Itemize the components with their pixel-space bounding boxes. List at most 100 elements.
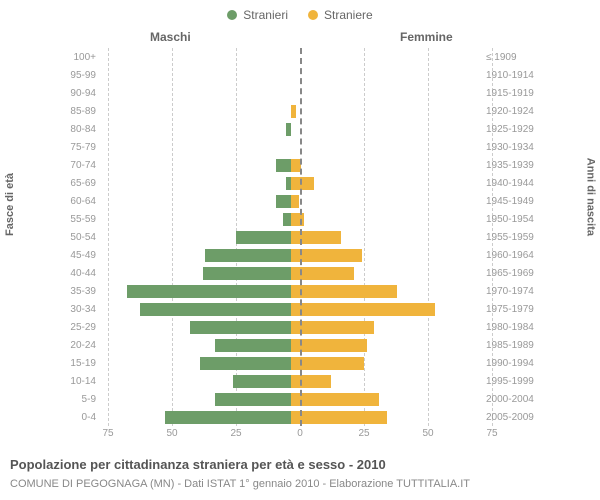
bar-left-cell (102, 264, 291, 282)
legend-item-male: Stranieri (227, 8, 288, 22)
bar-right-cell (291, 390, 480, 408)
birth-year-label: 1970-1974 (480, 286, 540, 297)
bar-left-cell (102, 408, 291, 426)
birth-year-label: 1910-1914 (480, 70, 540, 81)
birth-year-label: 1945-1949 (480, 196, 540, 207)
legend-label-female: Straniere (324, 8, 373, 22)
bar-zone (102, 174, 480, 192)
bar-right-cell (291, 408, 480, 426)
bar-female (291, 375, 331, 388)
birth-year-label: 1950-1954 (480, 214, 540, 225)
birth-year-label: 1980-1984 (480, 322, 540, 333)
bar-female (291, 105, 296, 118)
bar-right-cell (291, 354, 480, 372)
bar-right-cell (291, 102, 480, 120)
age-label: 30-34 (60, 304, 102, 315)
column-header-male: Maschi (150, 30, 191, 44)
bar-right-cell (291, 210, 480, 228)
birth-year-label: 1975-1979 (480, 304, 540, 315)
age-label: 100+ (60, 52, 102, 63)
chart-area: 100+≤ 190995-991910-191490-941915-191985… (60, 48, 540, 426)
bar-zone (102, 120, 480, 138)
bar-left-cell (102, 174, 291, 192)
bar-female (291, 339, 367, 352)
birth-year-label: 1935-1939 (480, 160, 540, 171)
bar-left-cell (102, 48, 291, 66)
bar-right-cell (291, 120, 480, 138)
bar-male (140, 303, 291, 316)
bar-left-cell (102, 138, 291, 156)
age-label: 0-4 (60, 412, 102, 423)
bar-zone (102, 210, 480, 228)
bar-right-cell (291, 48, 480, 66)
age-label: 90-94 (60, 88, 102, 99)
bar-right-cell (291, 156, 480, 174)
bar-left-cell (102, 246, 291, 264)
bar-right-cell (291, 246, 480, 264)
legend: Stranieri Straniere (0, 0, 600, 22)
center-axis-line (300, 48, 302, 426)
birth-year-label: 1930-1934 (480, 142, 540, 153)
birth-year-label: 1955-1959 (480, 232, 540, 243)
age-label: 25-29 (60, 322, 102, 333)
bar-right-cell (291, 228, 480, 246)
bar-male (233, 375, 291, 388)
bar-male (236, 231, 291, 244)
column-header-female: Femmine (400, 30, 453, 44)
bar-right-cell (291, 318, 480, 336)
age-label: 35-39 (60, 286, 102, 297)
chart-subtitle: COMUNE DI PEGOGNAGA (MN) - Dati ISTAT 1°… (10, 478, 470, 490)
x-tick-label: 25 (230, 428, 241, 439)
bar-right-cell (291, 84, 480, 102)
bar-left-cell (102, 102, 291, 120)
age-label: 45-49 (60, 250, 102, 261)
bar-female (291, 177, 314, 190)
age-label: 65-69 (60, 178, 102, 189)
birth-year-label: 1985-1989 (480, 340, 540, 351)
bar-zone (102, 246, 480, 264)
x-axis-ticks: 7550250255075 (108, 428, 492, 442)
bar-right-cell (291, 372, 480, 390)
bar-right-cell (291, 264, 480, 282)
legend-dot-male (227, 10, 237, 20)
y-axis-title-left: Fasce di età (4, 173, 16, 236)
age-label: 75-79 (60, 142, 102, 153)
bar-male (283, 213, 291, 226)
bar-left-cell (102, 66, 291, 84)
birth-year-label: 1995-1999 (480, 376, 540, 387)
bar-zone (102, 336, 480, 354)
bar-zone (102, 138, 480, 156)
bar-zone (102, 228, 480, 246)
bar-female (291, 411, 387, 424)
birth-year-label: 2005-2009 (480, 412, 540, 423)
bar-zone (102, 192, 480, 210)
x-tick-label: 50 (166, 428, 177, 439)
age-label: 40-44 (60, 268, 102, 279)
bar-right-cell (291, 336, 480, 354)
bar-male (127, 285, 291, 298)
y-axis-title-right: Anni di nascita (584, 158, 596, 236)
bar-right-cell (291, 282, 480, 300)
bar-left-cell (102, 84, 291, 102)
chart-title: Popolazione per cittadinanza straniera p… (10, 457, 386, 472)
legend-dot-female (308, 10, 318, 20)
age-label: 50-54 (60, 232, 102, 243)
x-tick-label: 25 (358, 428, 369, 439)
bar-zone (102, 354, 480, 372)
bar-zone (102, 264, 480, 282)
age-label: 10-14 (60, 376, 102, 387)
age-label: 5-9 (60, 394, 102, 405)
birth-year-label: 1920-1924 (480, 106, 540, 117)
bar-left-cell (102, 282, 291, 300)
bar-zone (102, 300, 480, 318)
birth-year-label: ≤ 1909 (480, 52, 540, 63)
age-label: 55-59 (60, 214, 102, 225)
x-tick-label: 0 (297, 428, 303, 439)
bar-left-cell (102, 390, 291, 408)
bar-female (291, 231, 341, 244)
bar-zone (102, 66, 480, 84)
bar-right-cell (291, 300, 480, 318)
bar-male (276, 195, 291, 208)
bar-left-cell (102, 210, 291, 228)
bar-left-cell (102, 372, 291, 390)
